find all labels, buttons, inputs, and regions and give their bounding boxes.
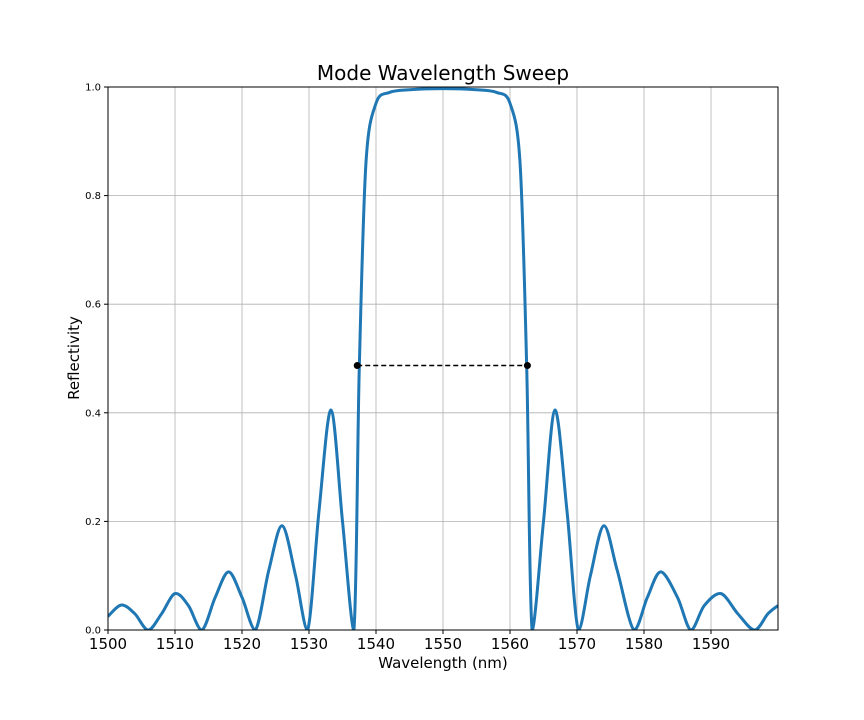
plot-area <box>108 87 778 630</box>
x-tick-label: 1560 <box>491 635 529 653</box>
x-tick-label: 1520 <box>223 635 261 653</box>
plot-frame <box>107 86 779 631</box>
x-tick-label: 1590 <box>692 635 730 653</box>
y-ticks: 0.0 0.2 0.4 0.6 0.8 1.0 <box>85 83 108 637</box>
x-tick-label: 1540 <box>357 635 395 653</box>
chart-title: Mode Wavelength Sweep <box>317 61 569 85</box>
x-tick-label: 1580 <box>625 635 663 653</box>
y-tick-label: 0.4 <box>85 408 101 419</box>
y-tick-label: 1.0 <box>85 83 101 94</box>
x-axis-label: Wavelength (nm) <box>378 654 508 672</box>
x-tick-label: 1550 <box>424 635 462 653</box>
y-tick-label: 0.6 <box>85 300 101 311</box>
fwhm-marker-left <box>353 362 361 370</box>
y-tick-label: 0.8 <box>85 191 101 202</box>
x-tick-label: 1510 <box>156 635 194 653</box>
grid <box>107 86 778 631</box>
x-tick-label: 1530 <box>290 635 328 653</box>
y-axis-label: Reflectivity <box>65 316 83 400</box>
series-line <box>108 87 778 630</box>
x-ticks: 1500 1510 1520 1530 1540 1550 1560 1570 1580 1590 <box>89 630 730 653</box>
y-tick-label: 0.0 <box>85 626 101 637</box>
fwhm-marker-right <box>523 362 531 370</box>
y-tick-label: 0.2 <box>85 517 101 528</box>
x-tick-label: 1570 <box>558 635 596 653</box>
x-tick-label: 1500 <box>89 635 127 653</box>
